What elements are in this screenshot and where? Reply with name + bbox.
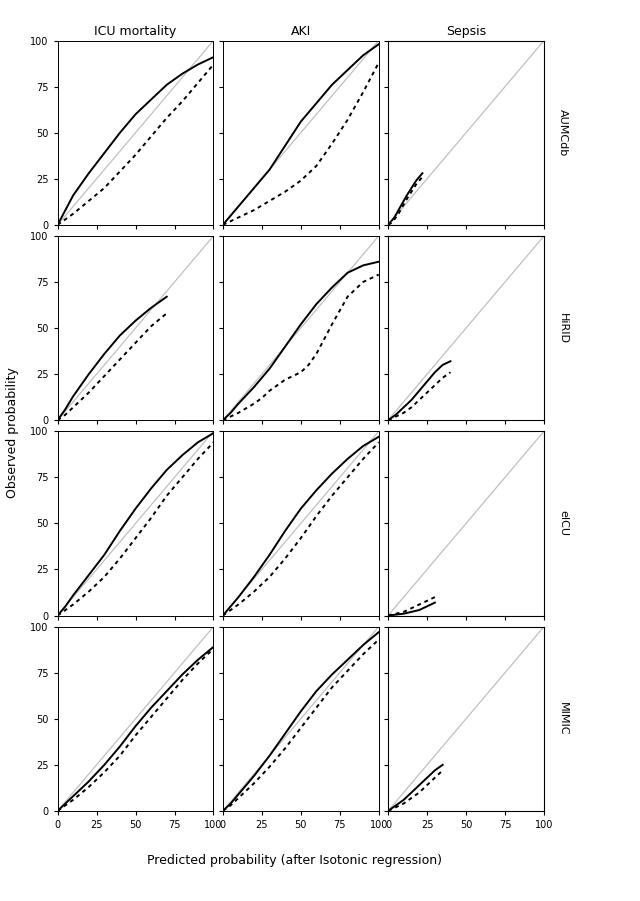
Y-axis label: eICU: eICU <box>558 510 568 536</box>
Y-axis label: HiRID: HiRID <box>558 313 568 343</box>
Title: Sepsis: Sepsis <box>446 25 486 38</box>
Text: Predicted probability (after Isotonic regression): Predicted probability (after Isotonic re… <box>147 854 442 867</box>
Title: ICU mortality: ICU mortality <box>95 25 177 38</box>
Y-axis label: AUMCdb: AUMCdb <box>558 109 568 156</box>
Text: Observed probability: Observed probability <box>6 367 19 498</box>
Y-axis label: MIMIC: MIMIC <box>558 702 568 735</box>
Title: AKI: AKI <box>291 25 311 38</box>
